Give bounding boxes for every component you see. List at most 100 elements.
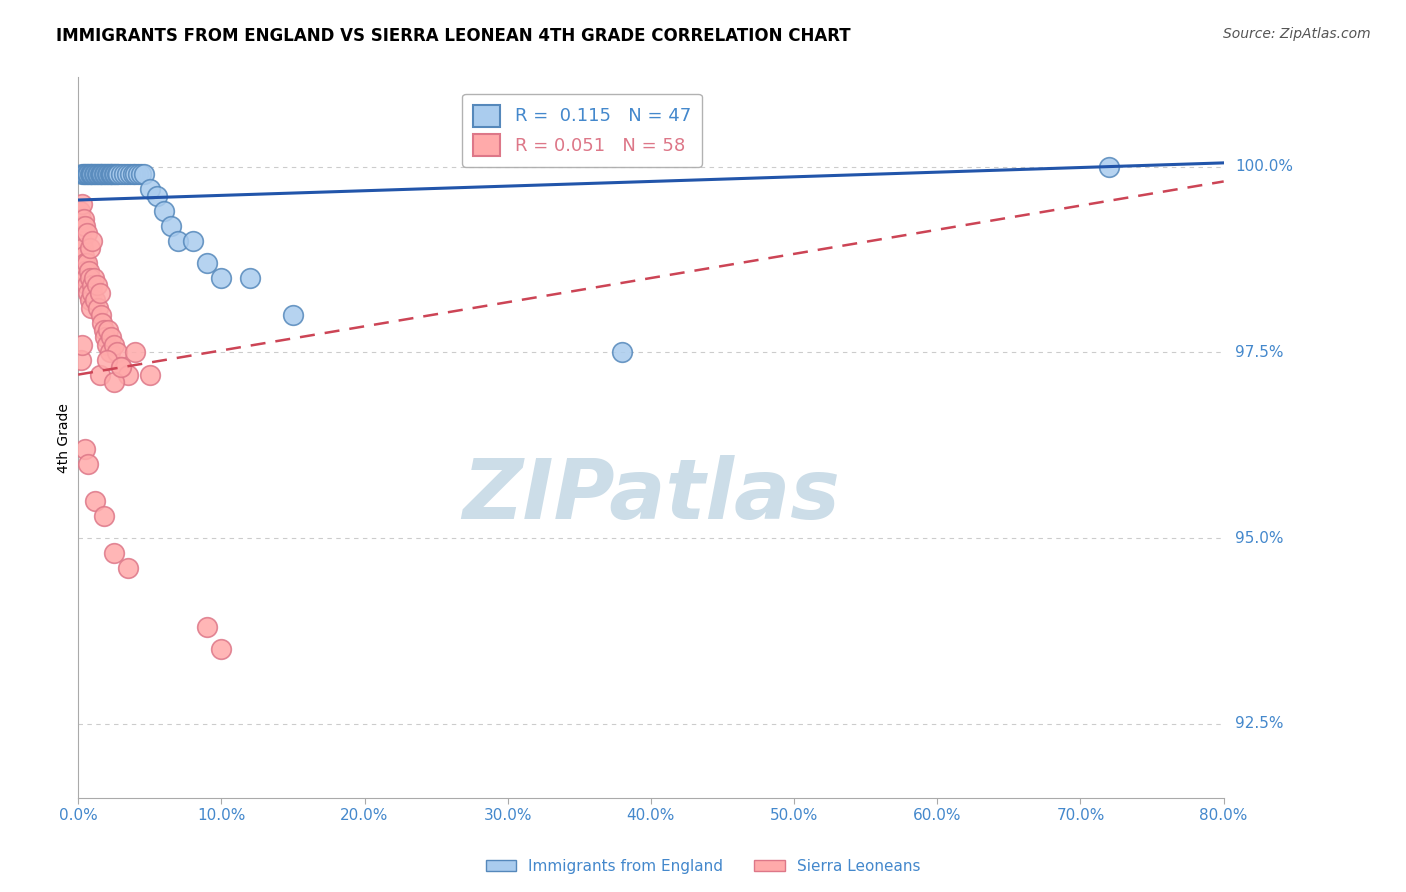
Point [83,167,105,181]
Point [105,167,128,181]
Point [138,368,160,382]
Point [93,167,115,181]
Point [132,167,155,181]
Point [129,167,152,181]
Point [76,278,98,293]
Point [153,204,176,219]
Point [76,256,98,270]
Legend: Immigrants from England, Sierra Leoneans: Immigrants from England, Sierra Leoneans [479,853,927,880]
Point [84,494,107,508]
Point [107,167,129,181]
Point [72,241,94,255]
Point [79,167,101,181]
Point [103,546,125,560]
Point [79,293,101,308]
Point [209,271,232,285]
Legend: R =  0.115   N = 47, R = 0.051   N = 58: R = 0.115 N = 47, R = 0.051 N = 58 [463,94,702,167]
Point [105,345,128,359]
Text: Source: ZipAtlas.com: Source: ZipAtlas.com [1223,27,1371,41]
Point [612,345,634,359]
Point [77,167,100,181]
Point [82,285,104,300]
Point [117,561,139,575]
Point [103,167,125,181]
Point [112,167,135,181]
Point [70,211,93,226]
Point [93,323,115,337]
Point [83,271,105,285]
Point [70,352,93,367]
Point [281,308,304,322]
Point [209,642,232,657]
Point [146,189,169,203]
Point [87,167,110,181]
Point [124,345,146,359]
Point [96,352,118,367]
Point [118,167,141,181]
Point [82,167,104,181]
Point [160,219,183,233]
Text: 97.5%: 97.5% [1234,345,1284,359]
Point [72,234,94,248]
Text: 100.0%: 100.0% [1234,159,1294,174]
Point [117,368,139,382]
Point [121,167,143,181]
Point [90,167,112,181]
Point [77,285,100,300]
Point [239,271,262,285]
Point [100,167,122,181]
Point [70,338,93,352]
Point [104,167,127,181]
Point [98,167,121,181]
Point [101,167,124,181]
Point [90,308,112,322]
Point [110,360,132,375]
Point [110,167,132,181]
Point [86,278,108,293]
Point [80,278,103,293]
Text: ZIPatlas: ZIPatlas [463,455,839,536]
Point [84,293,107,308]
Y-axis label: 4th Grade: 4th Grade [58,403,72,473]
Point [89,368,111,382]
Point [72,167,94,181]
Point [75,167,97,181]
Point [80,167,103,181]
Point [70,219,93,233]
Point [79,241,101,255]
Point [77,263,100,277]
Point [84,167,107,181]
Point [94,167,117,181]
Point [91,316,114,330]
Point [181,234,204,248]
Point [75,263,97,277]
Point [80,301,103,315]
Text: 92.5%: 92.5% [1234,716,1284,731]
Point [103,338,125,352]
Point [97,323,120,337]
Point [96,338,118,352]
Point [72,196,94,211]
Point [76,167,98,181]
Point [124,167,146,181]
Point [97,167,120,181]
Point [110,360,132,375]
Point [87,301,110,315]
Point [77,457,100,471]
Point [69,204,91,219]
Point [91,167,114,181]
Point [127,167,149,181]
Point [69,211,91,226]
Point [73,249,96,263]
Point [82,234,104,248]
Point [73,167,96,181]
Point [195,256,218,270]
Point [1098,160,1121,174]
Point [138,182,160,196]
Point [100,330,122,344]
Point [98,345,121,359]
Point [79,271,101,285]
Point [94,330,117,344]
Point [89,167,111,181]
Text: IMMIGRANTS FROM ENGLAND VS SIERRA LEONEAN 4TH GRADE CORRELATION CHART: IMMIGRANTS FROM ENGLAND VS SIERRA LEONEA… [56,27,851,45]
